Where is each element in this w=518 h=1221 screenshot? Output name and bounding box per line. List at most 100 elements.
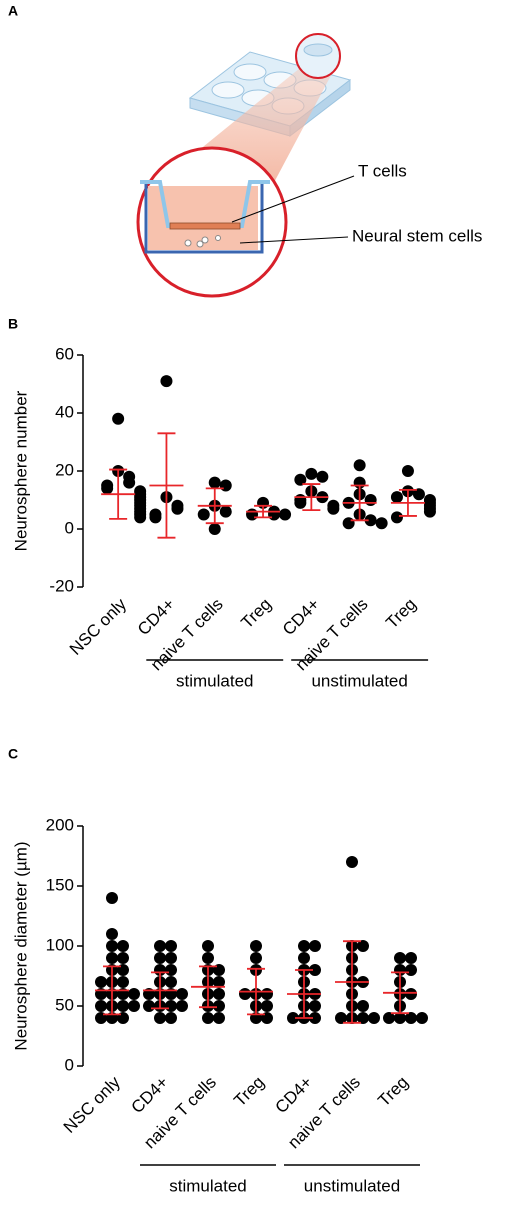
data-point	[353, 459, 366, 472]
data-point	[213, 1012, 225, 1024]
data-point	[160, 375, 173, 388]
nsc	[215, 235, 221, 241]
data-point	[101, 482, 114, 495]
data-point	[279, 508, 292, 521]
data-point	[165, 940, 177, 952]
y-tick-label: 0	[65, 518, 74, 537]
data-point	[246, 508, 259, 521]
data-point	[390, 491, 403, 504]
data-point	[154, 952, 166, 964]
data-point	[106, 892, 118, 904]
data-point	[239, 988, 251, 1000]
y-axis-label: Neurosphere number	[11, 390, 30, 551]
y-tick-label: 60	[55, 344, 74, 363]
y-tick-label: -20	[49, 576, 74, 595]
data-point	[357, 1000, 369, 1012]
data-point	[416, 1012, 428, 1024]
y-tick-label: 100	[46, 935, 74, 954]
data-point	[309, 964, 321, 976]
x-tick-label: NSC only	[66, 594, 131, 659]
data-point	[342, 517, 355, 530]
y-axis-label: Neurosphere diameter (µm)	[11, 841, 30, 1050]
data-point	[208, 523, 221, 535]
data-point	[165, 952, 177, 964]
data-point	[134, 511, 147, 524]
well	[211, 81, 245, 99]
data-point	[165, 1000, 177, 1012]
data-point	[405, 964, 417, 976]
data-point	[294, 473, 307, 486]
data-point	[165, 964, 177, 976]
data-point	[213, 1000, 225, 1012]
data-point	[171, 502, 184, 515]
panel-label: C	[8, 746, 18, 762]
data-point	[176, 1000, 188, 1012]
data-point	[112, 412, 125, 425]
y-tick-label: 20	[55, 460, 74, 479]
well	[233, 63, 267, 81]
y-tick-label: 50	[55, 995, 74, 1014]
data-point	[154, 1012, 166, 1024]
data-point	[202, 940, 214, 952]
data-point	[268, 508, 281, 521]
data-point	[412, 488, 425, 501]
panel: C 0 50 100 150 200 Neurosphere diameter (µm) NS…	[8, 746, 428, 1195]
diagram-label: T cells	[358, 161, 407, 180]
data-point	[368, 1012, 380, 1024]
data-point	[128, 988, 140, 1000]
data-point	[106, 928, 118, 940]
well-wall	[144, 182, 264, 254]
data-point	[309, 1000, 321, 1012]
data-point	[383, 1012, 395, 1024]
data-point	[219, 479, 232, 492]
data-point	[327, 502, 340, 515]
data-point	[202, 952, 214, 964]
data-point	[117, 976, 129, 988]
data-point	[316, 470, 329, 483]
data-point	[208, 476, 221, 489]
data-point	[394, 1012, 406, 1024]
data-point	[357, 1012, 369, 1024]
data-point	[298, 952, 310, 964]
panel-label: B	[8, 316, 18, 332]
data-point	[213, 988, 225, 1000]
data-point	[405, 1012, 417, 1024]
x-tick-label: Treg	[237, 595, 275, 633]
group-label: stimulated	[176, 671, 253, 690]
panel-a: A T cells Neural stem cells	[8, 3, 482, 298]
data-point	[261, 988, 273, 1000]
data-point	[364, 494, 377, 506]
data-point	[197, 508, 210, 521]
data-point	[390, 511, 403, 524]
data-point	[305, 467, 318, 480]
x-tick-label: CD4+	[134, 595, 179, 640]
data-point	[423, 505, 436, 518]
group-label: stimulated	[169, 1176, 246, 1195]
data-point	[219, 505, 232, 518]
data-point	[106, 952, 118, 964]
data-point	[346, 856, 358, 868]
insert-icon	[303, 43, 333, 57]
data-point	[213, 976, 225, 988]
data-point	[357, 940, 369, 952]
data-point	[143, 1000, 155, 1012]
x-tick-label: Treg	[230, 1073, 268, 1111]
data-point	[117, 940, 129, 952]
data-point	[261, 1000, 273, 1012]
data-point	[309, 940, 321, 952]
data-point	[250, 940, 262, 952]
data-point	[117, 1000, 129, 1012]
group-label: unstimulated	[304, 1176, 400, 1195]
x-tick-label: CD4+	[127, 1073, 172, 1118]
data-point	[117, 952, 129, 964]
data-point	[375, 517, 388, 530]
data-point	[294, 496, 307, 509]
data-point	[106, 940, 118, 952]
data-point	[309, 1012, 321, 1024]
x-tick-label: Treg	[382, 595, 420, 633]
group-label: unstimulated	[311, 671, 407, 690]
data-point	[95, 976, 107, 988]
data-point	[394, 952, 406, 964]
